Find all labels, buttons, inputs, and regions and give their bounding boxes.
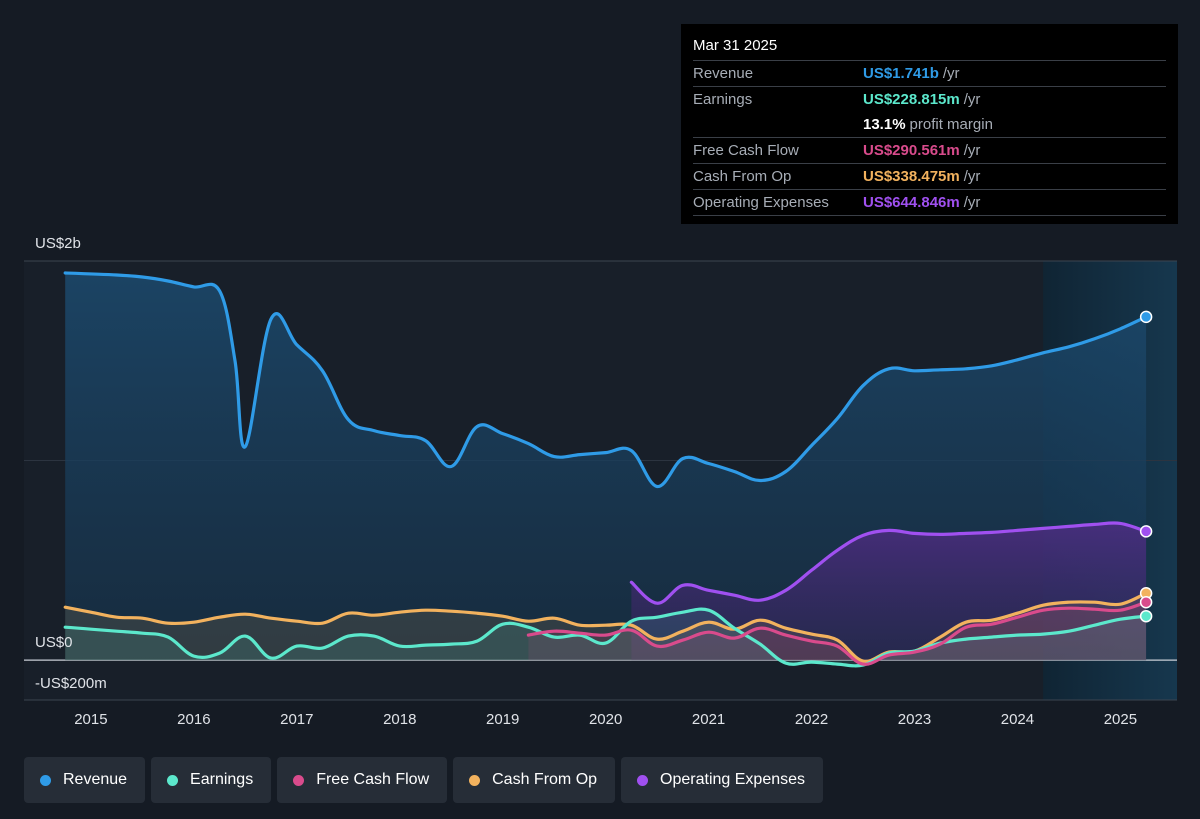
y-tick-label: US$0 [35,634,73,651]
legend-label: Operating Expenses [660,771,806,788]
tooltip-row-unit: /yr [963,91,981,108]
legend-item-earnings[interactable]: Earnings [151,757,272,803]
earnings-line [63,607,1148,668]
tooltip-row-value: US$338.475m [863,168,960,185]
revenue-line [63,271,1148,489]
x-tick-label: 2018 [383,711,416,728]
legend-label: Cash From Op [492,771,598,788]
tooltip-row: Earnings US$228.815m/yr [693,86,1166,112]
series-lines [63,271,1148,668]
y-tick-label: -US$200m [35,675,107,692]
operating-expenses-end-point [1139,525,1153,538]
tooltip-date: Mar 31 2025 [693,37,778,54]
tooltip-row-value: 13.1% [863,116,906,133]
earnings-end-point [1139,609,1153,623]
x-tick-label: 2019 [486,711,519,728]
x-tick-label: 2022 [795,711,828,728]
legend-item-free-cash-flow[interactable]: Free Cash Flow [277,757,448,803]
tooltip-row: 13.1% profit margin [693,112,1166,137]
series-areas [65,273,1147,666]
tooltip-rows: Revenue US$1.741b/yr Earnings US$228.815m/y… [693,60,1166,216]
tooltip-row-value: US$228.815m [863,91,960,108]
data-tooltip: Mar 31 2025 Revenue US$1.741b/yr Earnings U… [681,24,1178,224]
free-cash-flow-line [526,600,1148,666]
free-cash-flow-area [528,602,1147,665]
legend-label: Earnings [190,771,254,788]
x-tick-label: 2023 [898,711,931,728]
tooltip-row-unit: /yr [942,65,960,82]
chart-legend: Revenue Earnings Free Cash Flow Cash From O… [24,757,824,803]
tooltip-row-label: Cash From Op [693,168,792,185]
tooltip-row: Revenue US$1.741b/yr [693,60,1166,86]
y-axis-labels: US$2b US$0 -US$200m [35,235,107,692]
tooltip-row-unit: /yr [963,194,981,211]
y-tick-label: US$2b [35,235,81,252]
legend-item-revenue[interactable]: Revenue [24,757,146,803]
tooltip-row-label: Earnings [693,91,753,108]
operating-expenses-line [629,521,1148,605]
tooltip-row-label: Revenue [693,65,754,82]
tooltip-row-label: Operating Expenses [693,194,829,211]
x-tick-label: 2017 [280,711,313,728]
tooltip-row-unit: /yr [963,168,981,185]
cash-from-op-line [63,591,1148,663]
legend-dot-icon [40,774,51,786]
tooltip-row: Operating Expenses US$644.846m/yr [693,189,1166,216]
x-tick-label: 2015 [74,711,107,728]
operating-expenses-area [631,522,1147,661]
legend-dot-icon [167,774,179,786]
legend-dot-icon [469,774,481,786]
legend-dot-icon [637,774,649,786]
revenue-end-point [1139,310,1153,324]
earnings-area [65,609,1147,666]
legend-label: Free Cash Flow [316,771,430,788]
tooltip-row: Free Cash Flow US$290.561m/yr [693,137,1166,163]
x-tick-label: 2016 [177,711,210,728]
legend-item-operating-expenses[interactable]: Operating Expenses [621,757,824,803]
x-tick-label: 2025 [1104,711,1137,728]
tooltip-row-value: US$644.846m [863,194,960,211]
x-axis-labels: 2015 2016 2017 2018 2019 2020 2021 2022 2023 2024… [74,711,1137,728]
legend-item-cash-from-op[interactable]: Cash From Op [453,757,616,803]
tooltip-row-value: US$290.561m [863,142,960,159]
legend-label: Revenue [63,771,128,788]
free-cash-flow-end-point [1139,595,1153,609]
tooltip-row: Cash From Op US$338.475m/yr [693,163,1166,189]
x-tick-label: 2021 [692,711,725,728]
series-end-markers [1139,310,1153,623]
x-tick-label: 2024 [1001,711,1034,728]
legend-dot-icon [293,774,305,786]
tooltip-row-value: US$1.741b [863,65,939,82]
tooltip-row-unit: profit margin [909,116,993,133]
tooltip-row-label: Free Cash Flow [693,142,799,159]
tooltip-row-unit: /yr [963,142,981,159]
x-tick-label: 2020 [589,711,622,728]
cash-from-op-area [65,593,1147,662]
